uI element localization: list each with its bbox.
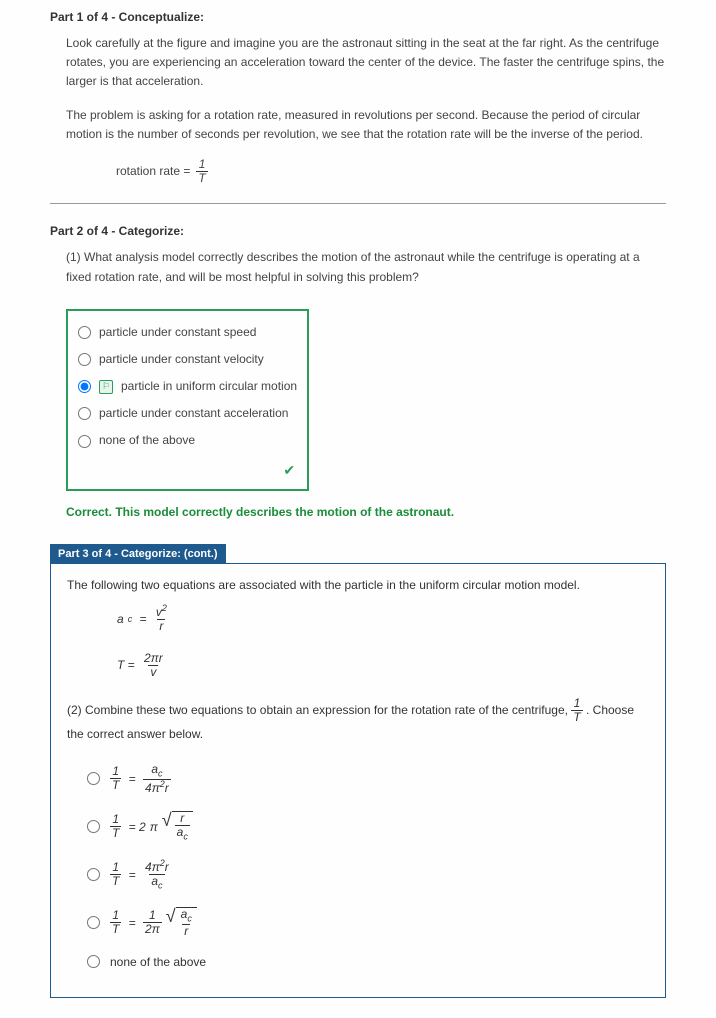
radio-velocity[interactable] — [78, 353, 91, 366]
answer-c[interactable]: 1T = 4π2rac — [87, 851, 649, 899]
part1-title: Part 1 of 4 - Conceptualize: — [50, 10, 666, 24]
part3-intro: The following two equations are associat… — [67, 578, 649, 592]
radio-answer-c[interactable] — [87, 868, 100, 881]
part3-box: The following two equations are associat… — [50, 563, 666, 997]
option-none[interactable]: none of the above — [78, 427, 297, 454]
answer-none-label: none of the above — [110, 955, 206, 969]
part3-question: (2) Combine these two equations to obtai… — [67, 697, 649, 745]
answer-a[interactable]: 1T = ac4π2r — [87, 755, 649, 803]
option-label: none of the above — [99, 431, 195, 450]
radio-speed[interactable] — [78, 326, 91, 339]
radio-answer-b[interactable] — [87, 820, 100, 833]
answer-d-formula: 1T = 12π √acr — [110, 907, 197, 938]
part3-title-bar: Part 3 of 4 - Categorize: (cont.) — [50, 544, 226, 564]
option-label: particle under constant acceleration — [99, 404, 288, 423]
answer-a-formula: 1T = ac4π2r — [110, 763, 171, 795]
feedback-correct: Correct. This model correctly describes … — [66, 503, 666, 522]
option-label: particle in uniform circular motion — [121, 377, 297, 396]
radio-answer-d[interactable] — [87, 916, 100, 929]
part1-para2: The problem is asking for a rotation rat… — [66, 106, 666, 144]
check-icon: ✔ — [78, 455, 297, 481]
radio-answer-none[interactable] — [87, 955, 100, 968]
equation-ac: ac = v2r — [67, 604, 649, 633]
option-circular[interactable]: ⚐ particle in uniform circular motion — [78, 373, 297, 400]
option-speed[interactable]: particle under constant speed — [78, 319, 297, 346]
part1-content: Look carefully at the figure and imagine… — [50, 34, 666, 185]
answer-d[interactable]: 1T = 12π √acr — [87, 899, 649, 946]
part1-para1: Look carefully at the figure and imagine… — [66, 34, 666, 92]
equation-T: T = 2πrv — [67, 652, 649, 679]
radio-acceleration[interactable] — [78, 407, 91, 420]
radio-none[interactable] — [78, 435, 91, 448]
radio-circular[interactable] — [78, 380, 91, 393]
radio-answer-a[interactable] — [87, 772, 100, 785]
part3-answers: 1T = ac4π2r 1T = 2π √rac 1T = 4 — [67, 755, 649, 977]
option-label: particle under constant speed — [99, 323, 256, 342]
part2-question: (1) What analysis model correctly descri… — [66, 248, 666, 286]
answer-none[interactable]: none of the above — [87, 947, 649, 977]
part2-radio-group: particle under constant speed particle u… — [66, 309, 309, 491]
option-acceleration[interactable]: particle under constant acceleration — [78, 400, 297, 427]
answer-b[interactable]: 1T = 2π √rac — [87, 803, 649, 850]
divider — [50, 203, 666, 204]
option-label: particle under constant velocity — [99, 350, 264, 369]
answer-b-formula: 1T = 2π √rac — [110, 811, 193, 842]
answer-c-formula: 1T = 4π2rac — [110, 859, 171, 891]
part2-title: Part 2 of 4 - Categorize: — [50, 224, 666, 238]
option-velocity[interactable]: particle under constant velocity — [78, 346, 297, 373]
flag-icon: ⚐ — [99, 380, 113, 394]
rotation-rate-formula: rotation rate = 1T — [66, 158, 666, 185]
